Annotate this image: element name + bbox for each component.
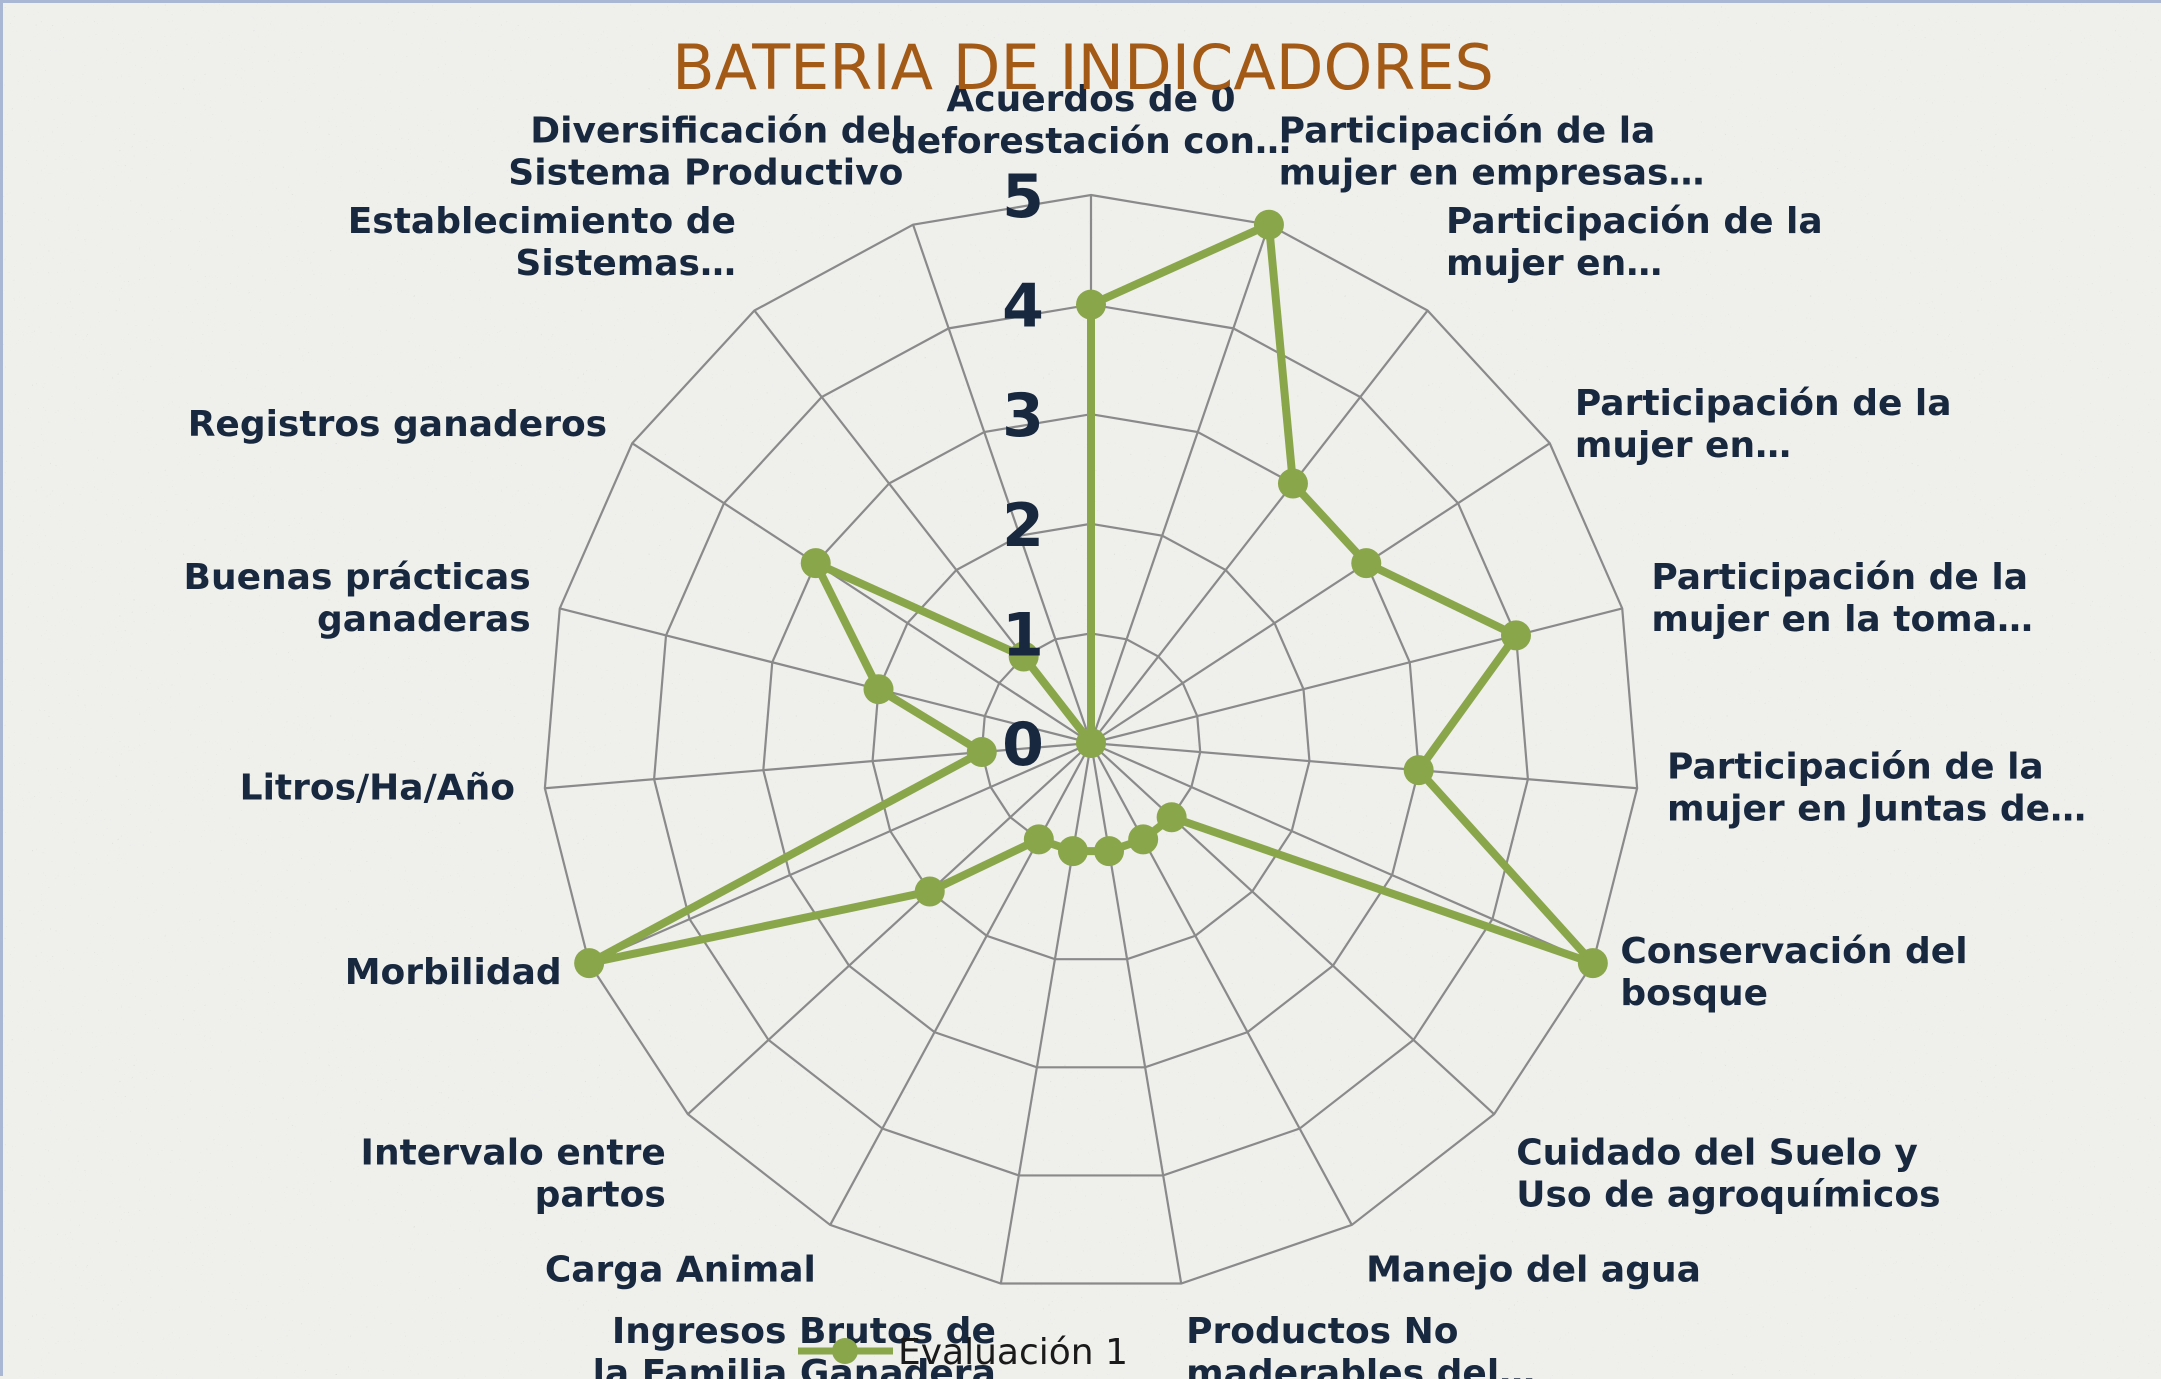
- tick-label: 1: [1002, 600, 1044, 670]
- category-label: Productos No maderables del…: [1186, 1311, 1535, 1379]
- grid-ring-2: [871, 522, 1311, 961]
- category-label: Participación de la mujer en…: [1446, 201, 1823, 284]
- series-point: [1156, 802, 1187, 833]
- grid-ring-4: [652, 303, 1530, 1177]
- category-label: Participación de la mujer en…: [1575, 383, 1952, 466]
- grid-spoke: [1089, 742, 1183, 1284]
- background-speckle: [3, 3, 2161, 1379]
- series-point: [1023, 824, 1054, 855]
- category-label: Participación de la mujer en Juntas de…: [1667, 747, 2086, 830]
- category-label: Establecimiento de Sistemas…: [348, 201, 736, 284]
- grid-ring-3: [762, 413, 1420, 1069]
- series-point: [574, 948, 605, 979]
- grid-spoke: [1090, 442, 1551, 744]
- legend-marker: [832, 1338, 858, 1364]
- grid-spoke: [829, 742, 1092, 1226]
- grid-spoke: [1090, 742, 1495, 1115]
- category-label: Litros/Ha/Año: [240, 768, 515, 809]
- grid-spoke: [588, 741, 1092, 965]
- category-label: Morbilidad: [345, 952, 562, 993]
- series-point: [966, 737, 997, 768]
- grid-ring-5: [543, 193, 1639, 1285]
- category-label: Participación de la mujer en la toma…: [1651, 557, 2033, 640]
- grid-spoke: [1090, 742, 1353, 1226]
- grid-spoke: [1089, 224, 1270, 744]
- series-point: [1076, 289, 1106, 320]
- grid-spoke: [999, 742, 1093, 1284]
- legend-series-name: Evaluación 1: [898, 1332, 1128, 1373]
- series-line: [585, 220, 1597, 968]
- category-label: Intervalo entre partos: [361, 1132, 666, 1215]
- tick-label: 5: [1002, 162, 1044, 232]
- category-label: Diversificación del Sistema Productivo: [508, 110, 903, 193]
- grid-spoke: [559, 607, 1092, 745]
- tick-label: 3: [1002, 381, 1044, 451]
- grid-spoke: [1090, 607, 1623, 745]
- series-point: [1128, 824, 1159, 855]
- tick-label: 4: [1002, 272, 1044, 342]
- category-label: Buenas prácticas ganaderas: [184, 557, 531, 640]
- tick-label: 2: [1002, 491, 1044, 561]
- category-label: Registros ganaderos: [188, 404, 607, 445]
- category-label: Cuidado del Suelo y Uso de agroquímicos: [1516, 1132, 1940, 1215]
- grid-spoke: [544, 741, 1092, 790]
- series-point: [1277, 468, 1308, 499]
- series-point: [1500, 620, 1531, 651]
- series-point: [1057, 836, 1088, 867]
- grid-spoke: [631, 442, 1092, 744]
- chart-title: BATERIA DE INDICADORES: [672, 31, 1494, 104]
- series-point: [1577, 948, 1608, 979]
- category-label: Manejo del agua: [1366, 1249, 1701, 1290]
- series-point: [800, 548, 831, 579]
- tick-label: 0: [1002, 710, 1044, 780]
- series-point: [1253, 209, 1284, 240]
- legend: Evaluación 1: [798, 1332, 1128, 1373]
- series-point: [1076, 728, 1106, 758]
- series-point: [1094, 836, 1125, 867]
- grid-spoke: [1090, 741, 1638, 790]
- grid-spoke: [1090, 741, 1594, 965]
- series-layer: [574, 209, 1608, 979]
- category-label: Carga Animal: [545, 1249, 816, 1290]
- category-label: Conservación del bosque: [1620, 931, 1967, 1014]
- grid-spoke: [687, 742, 1092, 1115]
- series-point: [863, 674, 894, 705]
- radial-tick-labels: 0 1 2 3 4 5: [1002, 162, 1044, 780]
- category-label: Ingresos Brutos de la Familia Ganadera: [593, 1311, 996, 1379]
- series-point: [1403, 755, 1434, 786]
- category-labels: Acuerdos de 0 deforestación con…Participa…: [184, 79, 2087, 1379]
- category-label: Participación de la mujer en empresas…: [1279, 110, 1705, 193]
- grid-spoke: [1090, 309, 1429, 744]
- series-point: [1008, 641, 1039, 672]
- series-point: [1351, 548, 1382, 579]
- series-point: [914, 876, 945, 907]
- category-label: Acuerdos de 0 deforestación con…: [891, 79, 1291, 162]
- grid-spoke: [912, 224, 1093, 744]
